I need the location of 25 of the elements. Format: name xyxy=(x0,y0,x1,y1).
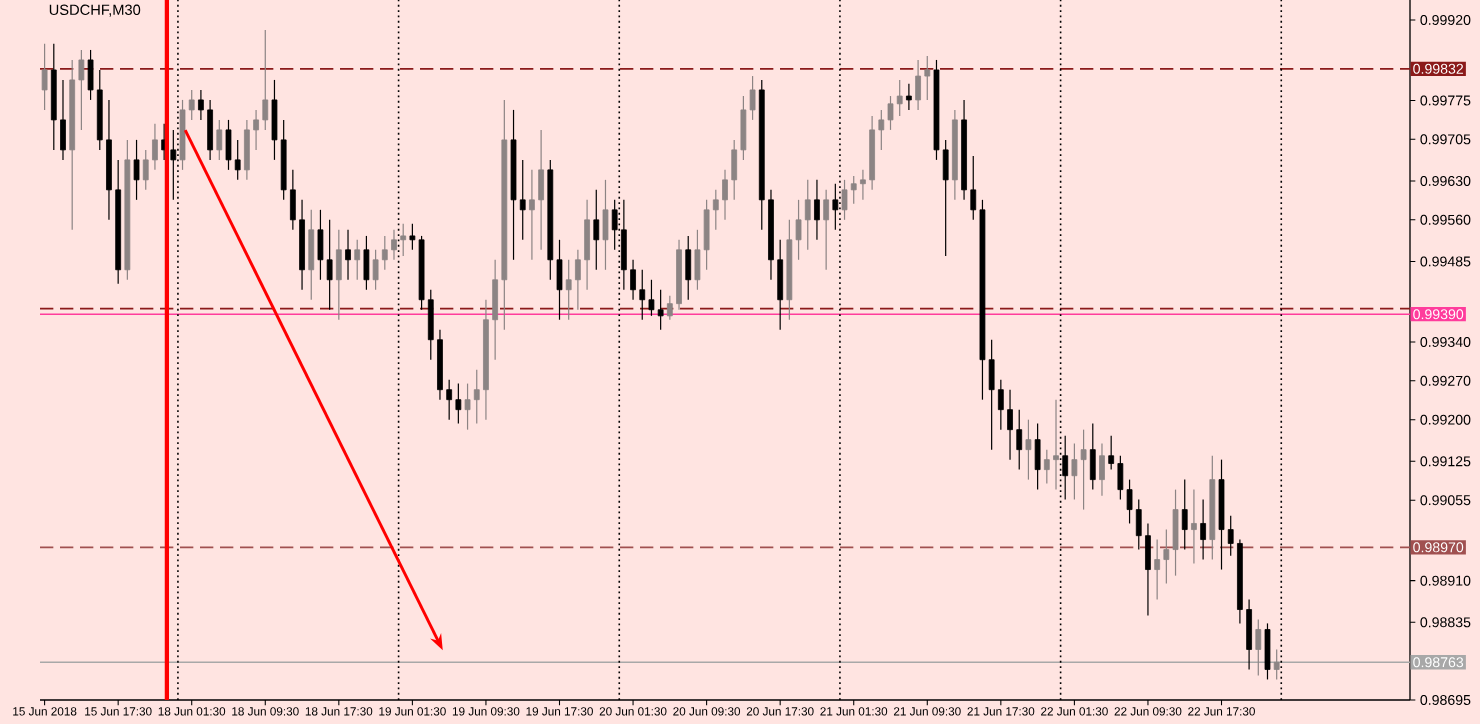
candlestick xyxy=(1089,422,1096,491)
candlestick xyxy=(814,179,820,241)
candlestick xyxy=(1255,618,1262,677)
candlestick xyxy=(308,209,315,301)
candlestick xyxy=(354,239,361,281)
candlestick xyxy=(335,229,342,321)
candlestick xyxy=(593,189,600,271)
candlestick xyxy=(602,179,609,271)
candlestick xyxy=(133,139,140,201)
candlestick xyxy=(823,189,830,271)
candlestick xyxy=(1200,499,1207,561)
candlestick xyxy=(685,235,692,301)
candlestick xyxy=(1191,489,1197,565)
candlestick xyxy=(1273,648,1280,681)
candlestick xyxy=(216,119,223,161)
candlestick xyxy=(1154,538,1161,601)
candlestick xyxy=(363,235,370,291)
candlestick xyxy=(1181,479,1188,551)
candlestick xyxy=(345,229,351,281)
candlestick xyxy=(1264,622,1271,681)
candlestick xyxy=(1099,442,1105,497)
candlestick xyxy=(41,43,48,111)
candlestick xyxy=(1025,419,1032,481)
candlestick xyxy=(1034,422,1041,491)
candlestick xyxy=(906,83,912,111)
